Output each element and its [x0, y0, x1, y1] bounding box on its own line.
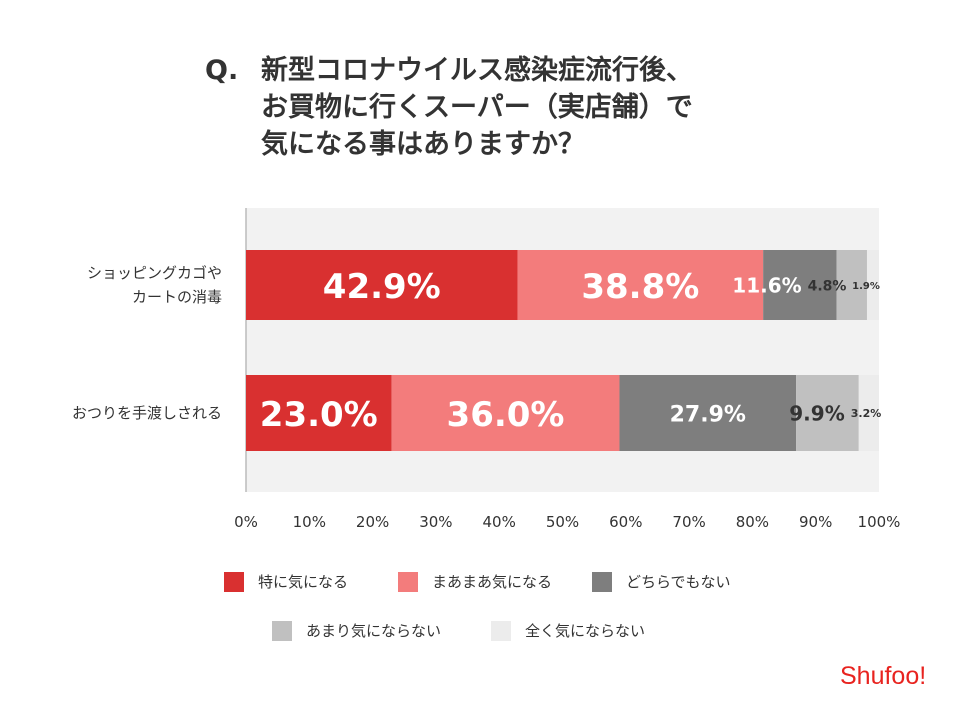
legend-item: 特に気になる	[224, 571, 348, 592]
legend-label: あまり気にならない	[306, 622, 442, 640]
x-tick-label: 50%	[546, 513, 579, 531]
question-mark-label: Q.	[205, 55, 239, 86]
legend-swatch	[272, 620, 292, 641]
data-label: 27.9%	[670, 402, 746, 427]
bar-segment	[246, 250, 518, 320]
bar-segment	[858, 375, 879, 451]
legend-label: 全く気にならない	[525, 622, 646, 640]
x-tick-label: 0%	[234, 513, 258, 531]
x-tick-label: 80%	[736, 513, 769, 531]
data-label: 38.8%	[581, 267, 699, 307]
x-tick-label: 30%	[419, 513, 452, 531]
legend-label: まあまあ気になる	[432, 573, 553, 591]
category-label: おつりを手渡しされる	[72, 404, 222, 422]
x-tick-label: 90%	[799, 513, 832, 531]
legend-item: まあまあ気になる	[398, 571, 552, 592]
legend-item: どちらでもない	[592, 571, 731, 592]
question-text: 新型コロナウイルス感染症流行後、 お買物に行くスーパー（実店舗）で 気になる事は…	[261, 55, 693, 160]
data-label: 4.8%	[808, 278, 847, 294]
x-tick-label: 20%	[356, 513, 389, 531]
bar-segment	[246, 375, 392, 451]
data-label: 23.0%	[260, 395, 378, 435]
x-tick-label: 40%	[483, 513, 516, 531]
data-label: 3.2%	[851, 407, 882, 420]
bar-segment	[619, 375, 797, 451]
chart-title: Q. 新型コロナウイルス感染症流行後、 お買物に行くスーパー（実店舗）で 気にな…	[205, 52, 693, 163]
data-label: 36.0%	[447, 395, 565, 435]
bar-segment	[796, 375, 859, 451]
data-label: 9.9%	[789, 402, 844, 426]
data-label: 11.6%	[732, 274, 801, 298]
shufoo-logo: Shufoo!	[840, 662, 927, 690]
data-label: 42.9%	[323, 267, 441, 307]
legend-swatch	[224, 571, 244, 592]
legend-label: どちらでもない	[626, 573, 731, 591]
legend-label: 特に気になる	[258, 573, 349, 591]
legend-swatch	[592, 571, 612, 592]
data-label: 1.9%	[852, 281, 880, 292]
bar-segment	[763, 250, 837, 320]
bar-segment	[836, 250, 867, 320]
x-tick-label: 100%	[858, 513, 901, 531]
category-label: カートの消毒	[132, 288, 222, 306]
bar-segment	[391, 375, 620, 451]
x-tick-label: 10%	[293, 513, 326, 531]
bar-segment	[866, 250, 879, 320]
legend-item: あまり気にならない	[272, 620, 441, 641]
bar-segment	[517, 250, 764, 320]
legend-item: 全く気にならない	[491, 620, 645, 641]
legend-swatch	[398, 571, 418, 592]
legend-swatch	[491, 620, 511, 641]
x-tick-label: 60%	[609, 513, 642, 531]
category-label: ショッピングカゴや	[87, 264, 222, 282]
x-tick-label: 70%	[672, 513, 705, 531]
